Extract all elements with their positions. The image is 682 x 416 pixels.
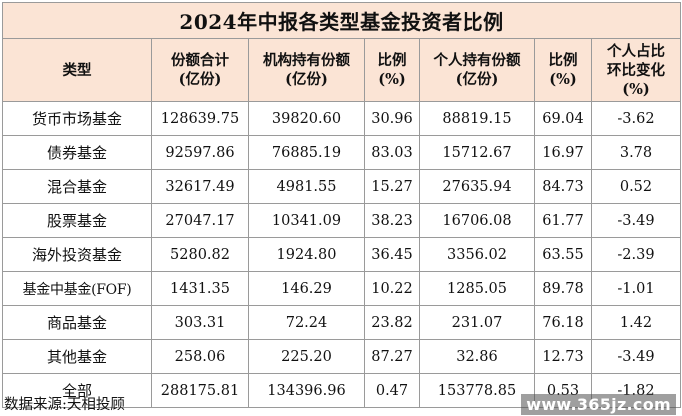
cell-indiv-ratio: 12.73 <box>534 339 592 374</box>
col-header-indiv: 个人持有份额 (亿份) <box>419 38 535 102</box>
col-header-total: 份额合计 (亿份) <box>151 38 249 102</box>
cell-indiv-ratio: 61.77 <box>534 203 592 238</box>
cell-total-shares: 258.06 <box>151 339 249 374</box>
cell-indiv-change: -3.62 <box>591 101 681 136</box>
col-header-change-line2: 环比变化 <box>607 61 665 79</box>
cell-inst-ratio: 15.27 <box>364 169 420 204</box>
cell-indiv-ratio: 84.73 <box>534 169 592 204</box>
cell-inst-shares: 76885.19 <box>248 135 365 170</box>
cell-inst-shares: 225.20 <box>248 339 365 374</box>
cell-indiv-shares: 88819.15 <box>419 101 535 136</box>
col-header-change-line1: 个人占比 <box>607 42 665 60</box>
cell-indiv-change: -1.01 <box>591 271 681 306</box>
cell-indiv-shares: 16706.08 <box>419 203 535 238</box>
cell-indiv-shares: 15712.67 <box>419 135 535 170</box>
table-row: 股票基金 27047.17 10341.09 38.23 16706.08 61… <box>2 203 681 238</box>
cell-fund-type: 股票基金 <box>2 203 152 238</box>
col-header-inst-line2: (亿份) <box>285 71 328 88</box>
cell-total-shares: 5280.82 <box>151 237 249 272</box>
col-header-inst: 机构持有份额 (亿份) <box>248 38 365 102</box>
cell-fund-type: 货币市场基金 <box>2 101 152 136</box>
col-header-change-line3: (%) <box>622 80 650 98</box>
col-header-indiv-line1: 个人持有份额 <box>433 52 521 69</box>
cell-indiv-shares: 32.86 <box>419 339 535 374</box>
cell-indiv-shares: 1285.05 <box>419 271 535 306</box>
col-header-indiv-ratio-line1: 比例 <box>548 52 578 69</box>
cell-indiv-change: -2.39 <box>591 237 681 272</box>
col-header-total-line1: 份额合计 <box>171 52 229 69</box>
cell-inst-ratio: 36.45 <box>364 237 420 272</box>
fund-investor-table-wrapper: 2024年中报各类型基金投资者比例 类型 份额合计 (亿份) 机构持有份额 (亿… <box>2 2 681 408</box>
cell-inst-shares: 146.29 <box>248 271 365 306</box>
cell-indiv-ratio: 89.78 <box>534 271 592 306</box>
cell-fund-type: 海外投资基金 <box>2 237 152 272</box>
table-row: 海外投资基金 5280.82 1924.80 36.45 3356.02 63.… <box>2 237 681 272</box>
cell-total-shares: 128639.75 <box>151 101 249 136</box>
cell-inst-ratio: 10.22 <box>364 271 420 306</box>
table-row: 商品基金 303.31 72.24 23.82 231.07 76.18 1.4… <box>2 305 681 340</box>
col-header-inst-ratio: 比例 (%) <box>364 38 420 102</box>
cell-fund-type: 混合基金 <box>2 169 152 204</box>
cell-indiv-change: 1.42 <box>591 305 681 340</box>
col-header-indiv-ratio-line2: (%) <box>549 71 577 88</box>
table-title: 2024年中报各类型基金投资者比例 <box>2 2 681 39</box>
cell-total-shares: 1431.35 <box>151 271 249 306</box>
cell-inst-ratio: 23.82 <box>364 305 420 340</box>
col-header-change: 个人占比 环比变化 (%) <box>591 38 681 102</box>
cell-total-shares: 288175.81 <box>151 373 249 408</box>
cell-inst-shares: 10341.09 <box>248 203 365 238</box>
col-header-inst-line1: 机构持有份额 <box>263 52 350 69</box>
cell-inst-shares: 39820.60 <box>248 101 365 136</box>
cell-indiv-shares: 153778.85 <box>419 373 535 408</box>
cell-total-shares: 92597.86 <box>151 135 249 170</box>
cell-inst-ratio: 30.96 <box>364 101 420 136</box>
cell-fund-type: 债券基金 <box>2 135 152 170</box>
col-header-total-line2: (亿份) <box>178 71 222 88</box>
cell-indiv-ratio: 16.97 <box>534 135 592 170</box>
table-row: 基金中基金(FOF) 1431.35 146.29 10.22 1285.05 … <box>2 271 681 306</box>
cell-indiv-shares: 3356.02 <box>419 237 535 272</box>
col-header-type: 类型 <box>2 38 152 102</box>
fund-investor-table: 2024年中报各类型基金投资者比例 类型 份额合计 (亿份) 机构持有份额 (亿… <box>2 2 681 408</box>
col-header-indiv-ratio: 比例 (%) <box>534 38 592 102</box>
data-source-note: 数据来源:天相投顾 <box>4 397 125 413</box>
cell-inst-ratio: 83.03 <box>364 135 420 170</box>
cell-indiv-change: 0.52 <box>591 169 681 204</box>
cell-total-shares: 303.31 <box>151 305 249 340</box>
cell-inst-shares: 72.24 <box>248 305 365 340</box>
site-watermark: www.365jz.com <box>521 394 676 415</box>
cell-indiv-shares: 231.07 <box>419 305 535 340</box>
cell-fund-type: 基金中基金(FOF) <box>2 271 152 306</box>
cell-inst-ratio: 87.27 <box>364 339 420 374</box>
cell-indiv-ratio: 69.04 <box>534 101 592 136</box>
cell-fund-type: 全部 <box>2 373 152 408</box>
cell-total-shares: 27047.17 <box>151 203 249 238</box>
table-row: 混合基金 32617.49 4981.55 15.27 27635.94 84.… <box>2 169 681 204</box>
cell-inst-shares: 134396.96 <box>248 373 365 408</box>
cell-indiv-change: -3.49 <box>591 203 681 238</box>
cell-indiv-change: 3.78 <box>591 135 681 170</box>
cell-indiv-ratio: 76.18 <box>534 305 592 340</box>
table-row: 货币市场基金 128639.75 39820.60 30.96 88819.15… <box>2 101 681 136</box>
cell-inst-shares: 1924.80 <box>248 237 365 272</box>
cell-indiv-change: -3.49 <box>591 339 681 374</box>
cell-indiv-shares: 27635.94 <box>419 169 535 204</box>
cell-fund-type: 商品基金 <box>2 305 152 340</box>
cell-total-shares: 32617.49 <box>151 169 249 204</box>
col-header-inst-ratio-line2: (%) <box>378 71 406 88</box>
table-row-total: 全部 288175.81 134396.96 0.47 153778.85 0.… <box>2 373 681 408</box>
col-header-indiv-line2: (亿份) <box>455 71 499 88</box>
cell-inst-ratio: 0.47 <box>364 373 420 408</box>
col-header-type-label: 类型 <box>62 61 92 79</box>
cell-indiv-ratio: 63.55 <box>534 237 592 272</box>
cell-inst-ratio: 38.23 <box>364 203 420 238</box>
table-row: 其他基金 258.06 225.20 87.27 32.86 12.73 -3.… <box>2 339 681 374</box>
cell-fund-type: 其他基金 <box>2 339 152 374</box>
header-row: 类型 份额合计 (亿份) 机构持有份额 (亿份) 比例 (%) 个人持有份额 (… <box>2 38 681 102</box>
cell-inst-shares: 4981.55 <box>248 169 365 204</box>
col-header-inst-ratio-line1: 比例 <box>377 52 407 69</box>
table-row: 债券基金 92597.86 76885.19 83.03 15712.67 16… <box>2 135 681 170</box>
